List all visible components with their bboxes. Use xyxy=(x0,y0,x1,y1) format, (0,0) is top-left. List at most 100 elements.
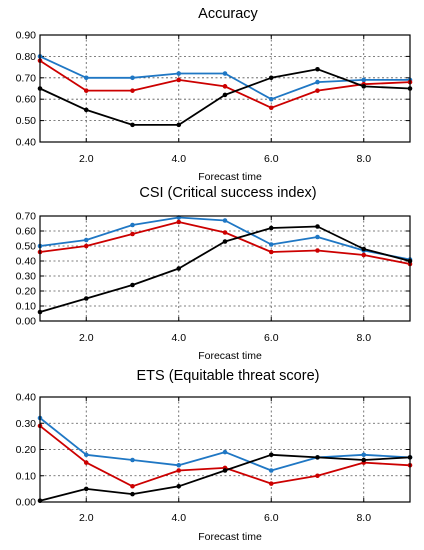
x-tick-label: 8.0 xyxy=(356,512,371,524)
data-point xyxy=(268,96,274,102)
y-tick-label: 0.10 xyxy=(16,301,37,313)
data-point xyxy=(222,468,228,473)
data-point xyxy=(315,79,320,85)
data-point xyxy=(222,71,228,76)
data-point xyxy=(176,77,182,83)
chart-title: Accuracy xyxy=(198,6,258,22)
x-tick-label: 2.0 xyxy=(79,332,94,344)
chart-title: CSI (Critical success index) xyxy=(139,185,316,201)
data-point xyxy=(222,218,228,223)
x-tick-label: 8.0 xyxy=(356,153,371,165)
y-tick-label: 0.00 xyxy=(16,316,37,328)
data-point xyxy=(176,71,182,76)
data-point xyxy=(268,249,274,255)
x-axis-label: Forecast time xyxy=(198,350,262,362)
data-point xyxy=(222,449,228,455)
data-point xyxy=(176,266,182,271)
y-tick-label: 0.20 xyxy=(16,444,37,456)
data-point xyxy=(361,77,367,83)
data-point xyxy=(268,481,274,486)
data-point xyxy=(315,66,320,72)
x-tick-label: 6.0 xyxy=(264,153,279,165)
y-tick-label: 0.40 xyxy=(16,137,37,149)
data-point xyxy=(130,75,135,81)
data-point xyxy=(315,455,320,460)
data-point xyxy=(176,462,182,468)
y-tick-label: 0.50 xyxy=(16,115,37,127)
x-axis-label: Forecast time xyxy=(198,531,262,543)
data-point xyxy=(268,75,274,81)
data-point xyxy=(222,230,228,235)
data-point xyxy=(268,242,274,247)
data-point xyxy=(176,483,182,489)
y-tick-label: 0.70 xyxy=(16,72,37,84)
data-point xyxy=(268,468,274,473)
x-tick-label: 8.0 xyxy=(356,332,371,344)
data-point xyxy=(176,219,182,225)
x-axis-label: Forecast time xyxy=(198,171,262,183)
data-point xyxy=(130,88,135,93)
data-point xyxy=(83,243,89,249)
data-point xyxy=(222,239,228,244)
data-point xyxy=(222,92,228,98)
data-point xyxy=(83,296,89,301)
series-line-1 xyxy=(39,417,411,472)
plot-frame xyxy=(39,34,411,143)
y-tick-label: 0.70 xyxy=(16,211,37,223)
chart-2: CSI (Critical success index) 0.00 0.10 0.20… xyxy=(16,185,413,362)
data-point xyxy=(268,105,274,111)
y-tick-label: 0.40 xyxy=(16,256,37,268)
y-tick-label: 0.90 xyxy=(16,30,37,42)
chart-title: ETS (Equitable threat score) xyxy=(137,368,320,384)
data-point xyxy=(83,237,89,243)
plot-frame xyxy=(39,215,411,322)
x-tick-label: 4.0 xyxy=(171,512,186,524)
data-point xyxy=(130,122,135,128)
data-point xyxy=(268,225,274,231)
chart-3: ETS (Equitable threat score) 0.00 0.10 0.20… xyxy=(16,368,413,543)
data-point xyxy=(176,122,182,128)
data-point xyxy=(268,452,274,458)
y-tick-label: 0.20 xyxy=(16,286,37,298)
data-point xyxy=(315,224,320,229)
data-point xyxy=(361,246,367,252)
data-point xyxy=(83,107,89,113)
data-point xyxy=(315,473,320,479)
y-tick-label: 0.50 xyxy=(16,241,37,253)
data-point xyxy=(83,486,89,492)
data-point xyxy=(83,460,89,465)
data-point xyxy=(222,84,228,89)
data-point xyxy=(361,252,367,258)
data-point xyxy=(130,231,135,237)
x-tick-label: 2.0 xyxy=(79,512,94,524)
chart-1: Accuracy 0.40 0.50 0.60 0.70 0.80 0.90 2.0 4.0 6.… xyxy=(16,6,413,183)
data-point xyxy=(315,248,320,253)
y-tick-label: 0.00 xyxy=(16,497,37,509)
x-tick-label: 6.0 xyxy=(264,332,279,344)
data-point xyxy=(130,282,135,288)
x-tick-label: 2.0 xyxy=(79,153,94,165)
data-point xyxy=(315,234,320,240)
plot-frame xyxy=(39,396,411,503)
data-point xyxy=(361,84,367,89)
y-tick-label: 0.60 xyxy=(16,226,37,238)
data-point xyxy=(315,88,320,93)
series-line-3 xyxy=(39,453,411,502)
data-point xyxy=(130,457,135,463)
data-point xyxy=(83,88,89,93)
y-tick-label: 0.60 xyxy=(16,94,37,106)
y-tick-label: 0.30 xyxy=(16,418,37,430)
data-point xyxy=(361,452,367,458)
x-tick-label: 6.0 xyxy=(264,512,279,524)
x-tick-label: 4.0 xyxy=(171,153,186,165)
y-tick-label: 0.10 xyxy=(16,470,37,482)
data-point xyxy=(361,457,367,463)
data-point xyxy=(130,222,135,228)
y-tick-label: 0.30 xyxy=(16,271,37,283)
data-point xyxy=(83,75,89,81)
x-tick-label: 4.0 xyxy=(171,332,186,344)
data-point xyxy=(176,468,182,473)
data-point xyxy=(130,483,135,489)
y-tick-label: 0.80 xyxy=(16,51,37,63)
